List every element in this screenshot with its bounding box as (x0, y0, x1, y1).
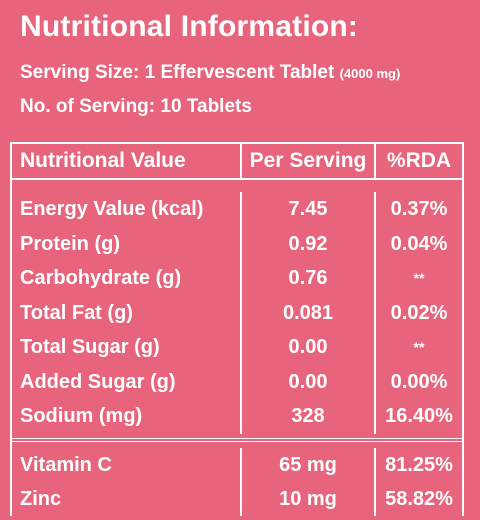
nutrient-name: Vitamin C (12, 447, 242, 482)
macro-section: Energy Value (kcal) 7.45 0.37% Protein (g) 0… (12, 180, 462, 442)
nutrient-name: Carbohydrate (g) (12, 261, 242, 296)
rda-value: ** (413, 339, 425, 355)
rda-value: 0.00% (390, 370, 448, 393)
nutrient-name: Sodium (mg) (12, 399, 242, 434)
rda-value: 16.40% (385, 405, 453, 427)
table-row: Carbohydrate (g) 0.76 ** (12, 261, 462, 296)
per-serving-value: 0.00 (242, 364, 376, 399)
nutrient-name: Total Sugar (g) (12, 330, 242, 365)
rda-value: ** (413, 270, 425, 286)
per-serving-value: 0.081 (242, 295, 376, 330)
per-serving-value: 65 mg (242, 447, 376, 482)
serving-size-label: Serving Size: 1 Effervescent Tablet (20, 62, 335, 83)
serving-size-weight: (4000 mg) (339, 66, 401, 81)
table-row: Sodium (mg) 328 16.40% (12, 399, 462, 434)
rda-value: 58.82% (385, 487, 453, 510)
table-row: Added Sugar (g) 0.00 0.00% (12, 364, 462, 399)
table-row: Protein (g) 0.92 0.04% (12, 226, 462, 261)
per-serving-value: 0.00 (242, 330, 376, 365)
table-row: Vitamin C 65 mg 81.25% (12, 447, 462, 482)
per-serving-value: 328 (242, 399, 376, 434)
rda-value: 81.25% (385, 453, 453, 476)
servings-count: No. of Serving: 10 Tablets (20, 96, 252, 117)
table-row: Zinc 10 mg 58.82% (12, 481, 462, 516)
nutrient-name: Protein (g) (12, 226, 242, 261)
nutrient-name: Energy Value (kcal) (12, 192, 242, 227)
rda-value: 0.02% (390, 301, 448, 324)
table-row: Energy Value (kcal) 7.45 0.37% (12, 192, 462, 227)
per-serving-value: 0.76 (242, 261, 376, 296)
rda-value: 0.37% (390, 198, 448, 220)
table-row: Total Fat (g) 0.081 0.02% (12, 295, 462, 330)
nutrition-table: Nutritional Value Per Serving %RDA Energ… (10, 142, 464, 516)
nutrient-name: Added Sugar (g) (12, 364, 242, 399)
table-header-row: Nutritional Value Per Serving %RDA (12, 144, 462, 180)
per-serving-value: 7.45 (242, 192, 376, 227)
rda-value: 0.04% (390, 232, 448, 255)
header-per-serving: Per Serving (242, 144, 376, 178)
header-nutritional-value: Nutritional Value (12, 144, 242, 178)
per-serving-value: 0.92 (242, 226, 376, 261)
serving-size: Serving Size: 1 Effervescent Tablet (400… (20, 62, 400, 84)
micro-section: Vitamin C 65 mg 81.25% Zinc 10 mg 58.82% (12, 442, 462, 516)
nutrient-name: Zinc (12, 481, 242, 516)
header-rda: %RDA (386, 149, 452, 172)
page-title: Nutritional Information: (20, 10, 359, 43)
per-serving-value: 10 mg (242, 481, 376, 516)
table-row: Total Sugar (g) 0.00 ** (12, 330, 462, 365)
nutrient-name: Total Fat (g) (12, 295, 242, 330)
